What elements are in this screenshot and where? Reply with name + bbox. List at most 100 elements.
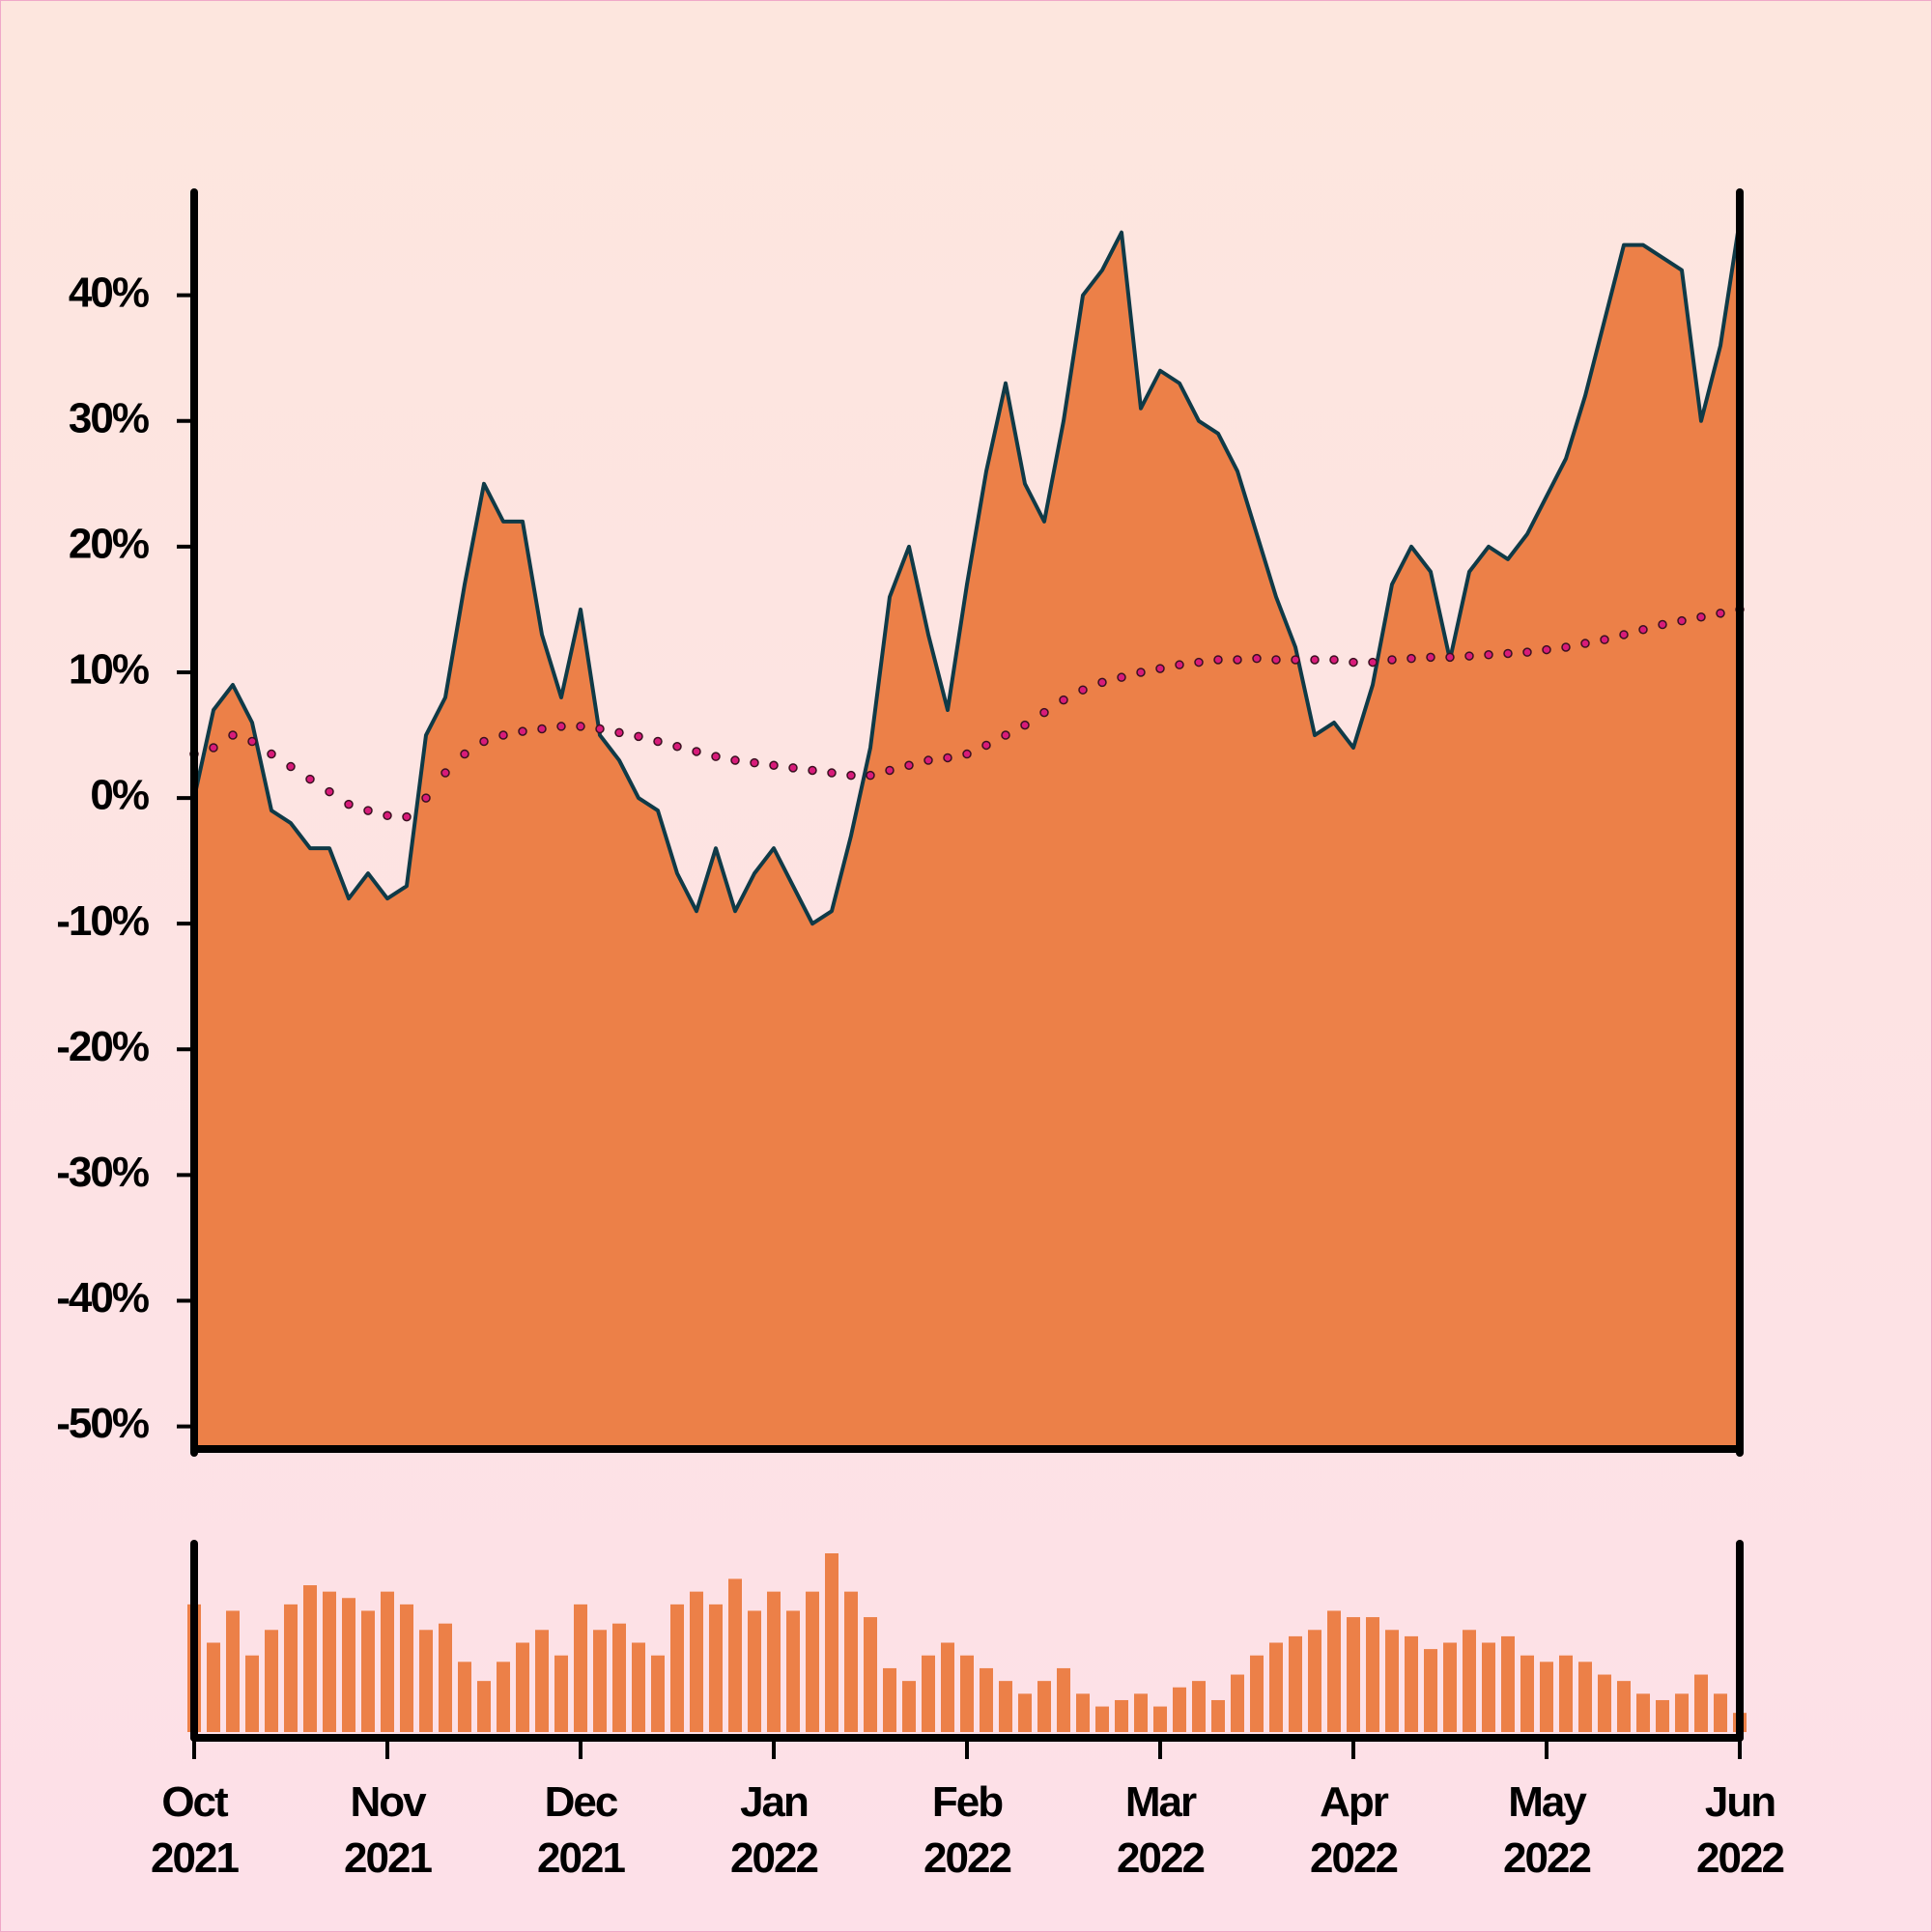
average-dot <box>518 726 527 736</box>
average-dot <box>1464 651 1474 661</box>
volume-bar <box>902 1681 916 1732</box>
volume-bar <box>883 1667 896 1732</box>
average-dot <box>363 806 373 815</box>
average-dot <box>904 760 914 771</box>
average-dot <box>1329 655 1339 665</box>
volume-bar <box>748 1610 761 1732</box>
average-dot <box>1213 655 1223 665</box>
average-dot <box>325 786 334 797</box>
y-tick-label: -10% <box>56 897 149 945</box>
volume-bar <box>1057 1667 1070 1732</box>
x-tick-label: Jan 2022 <box>730 1778 819 1882</box>
average-dot <box>1020 720 1030 730</box>
average-dot <box>750 757 759 768</box>
average-dot <box>247 736 257 747</box>
average-dot <box>1175 660 1184 669</box>
average-dot <box>653 736 663 747</box>
volume-bar <box>361 1610 375 1732</box>
average-dot <box>1059 695 1068 705</box>
volume-bar <box>1424 1649 1437 1732</box>
volume-bar <box>709 1604 723 1732</box>
y-tick-label: 40% <box>69 269 149 316</box>
average-dot <box>1117 672 1126 682</box>
average-dot <box>537 724 547 734</box>
y-tick-label: 0% <box>90 772 148 819</box>
average-dot <box>1658 619 1667 630</box>
average-dot <box>267 749 276 759</box>
volume-bar <box>670 1604 684 1732</box>
average-dot <box>846 770 856 781</box>
volume-bar <box>207 1642 220 1732</box>
volume-bar <box>535 1630 549 1732</box>
volume-bar <box>1269 1642 1283 1732</box>
volume-bar <box>1443 1642 1457 1732</box>
average-dot <box>228 730 238 740</box>
axes-layer: -50% -40% -30% -20% -10% 0% 10% 20% 30% 40% <box>56 188 1744 1759</box>
area-fill <box>194 219 1740 1450</box>
average-dot <box>556 722 566 731</box>
volume-bar <box>1173 1687 1186 1732</box>
volume-bar <box>864 1617 877 1732</box>
average-dot <box>1484 650 1493 660</box>
x-tick-label: Apr 2022 <box>1310 1778 1399 1882</box>
volume-bar <box>844 1591 858 1732</box>
volume-bar <box>516 1642 529 1732</box>
x-tick-label: Feb 2022 <box>923 1778 1012 1882</box>
average-dot <box>1406 653 1416 664</box>
average-dot <box>1696 611 1706 622</box>
volume-bar <box>1636 1693 1650 1732</box>
y-tick-label: -30% <box>56 1149 149 1196</box>
average-dot <box>692 747 701 756</box>
average-dot <box>808 765 817 776</box>
volume-bar <box>941 1642 954 1732</box>
volume-bar <box>1308 1630 1321 1732</box>
average-dot <box>460 749 469 759</box>
average-dot <box>788 763 798 773</box>
y-tick-label: -50% <box>56 1400 149 1447</box>
volume-bar <box>612 1623 626 1732</box>
price-line <box>192 219 1742 926</box>
volume-bar <box>1076 1693 1090 1732</box>
volume-bar <box>1501 1635 1515 1732</box>
average-dot <box>1619 630 1629 639</box>
average-dot <box>1291 655 1300 665</box>
volume-bar <box>1211 1699 1225 1732</box>
x-tick-label: May 2022 <box>1503 1778 1592 1882</box>
volume-bar <box>1192 1681 1206 1732</box>
average-dot <box>1580 639 1590 648</box>
volume-bar <box>1463 1630 1476 1732</box>
volume-bar <box>960 1655 974 1732</box>
average-dot <box>1349 657 1358 668</box>
y-tick-label: 30% <box>69 394 149 441</box>
average-dot <box>1194 657 1204 668</box>
average-dot <box>1561 642 1571 652</box>
average-dot <box>1233 655 1242 665</box>
average-dot <box>1600 635 1609 644</box>
y-tick-label: 20% <box>69 521 149 568</box>
data-layer <box>187 219 1747 1732</box>
volume-bar <box>1714 1693 1727 1732</box>
average-dot <box>1001 730 1010 740</box>
volume-bar <box>1289 1635 1302 1732</box>
volume-bar <box>1327 1610 1341 1732</box>
volume-bar <box>728 1578 742 1732</box>
average-dot <box>344 799 354 810</box>
volume-bar <box>1134 1693 1148 1732</box>
average-dot <box>1310 655 1320 665</box>
volume-bar <box>1115 1699 1128 1732</box>
average-dot <box>769 760 779 771</box>
y-tick-label: -40% <box>56 1274 149 1321</box>
average-dot <box>711 752 721 761</box>
average-dot <box>943 753 952 763</box>
average-dot <box>576 722 585 731</box>
volume-bar <box>226 1610 240 1732</box>
volume-bar <box>806 1591 819 1732</box>
average-dot <box>730 755 740 765</box>
volume-bar <box>767 1591 781 1732</box>
volume-bar <box>1675 1693 1689 1732</box>
volume-bar <box>400 1604 413 1732</box>
x-tick-label: Nov 2021 <box>344 1778 433 1882</box>
average-dot <box>614 727 624 738</box>
average-dot <box>1638 624 1648 635</box>
